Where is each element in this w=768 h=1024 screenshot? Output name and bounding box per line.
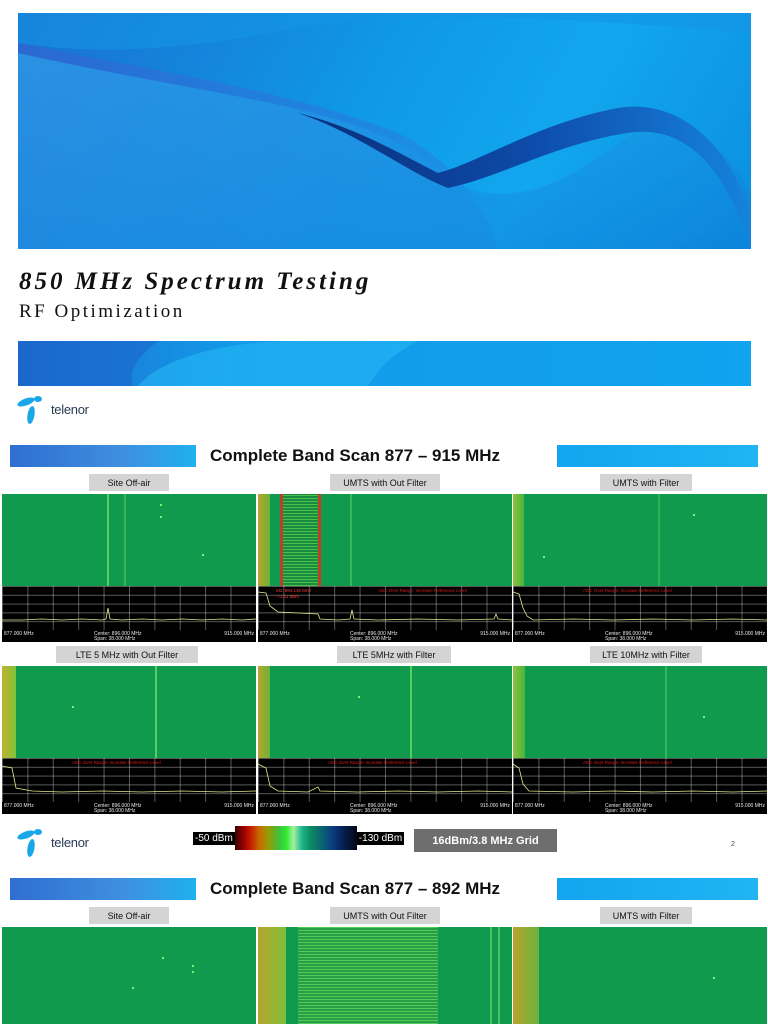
- slide-subtitle: RF Optimization: [19, 301, 185, 322]
- frequency-axis: 877.000 MHz Center: 896.000 MHz Span: 38…: [513, 802, 767, 814]
- panel-label: LTE 5MHz with Filter: [337, 646, 451, 663]
- panel-label: UMTS with Filter: [600, 907, 692, 924]
- section-bar-right: [557, 878, 758, 900]
- telenor-propeller-icon: [17, 396, 42, 424]
- waterfall-display: [258, 666, 512, 758]
- waterfall-display: [513, 666, 767, 758]
- scale-high-label: -50 dBm: [193, 831, 235, 845]
- frequency-axis: 877.000 MHz Center: 896.000 MHz Span: 38…: [258, 630, 512, 642]
- color-scale-legend: -50 dBm -130 dBm: [193, 826, 405, 850]
- logo-wordmark: telenor: [51, 834, 89, 850]
- spectrum-panel-umts-out-filter: [258, 927, 512, 1024]
- frequency-axis: 877.000 MHz Center: 896.000 MHz Span: 38…: [258, 802, 512, 814]
- spectrum-panel-site-off-air: [2, 927, 256, 1024]
- adc-warning: ADC Over Range: Increase Reference Level: [72, 760, 161, 765]
- section-bar-left: [10, 445, 196, 467]
- panel-label: LTE 5 MHz with Out Filter: [56, 646, 198, 663]
- scale-low-label: -130 dBm: [356, 831, 405, 845]
- spectrum-panel-lte5-out-filter: ADC Over Range: Increase Reference Level…: [2, 666, 256, 814]
- spectrum-trace: ADC Over Range: Increase Reference Level: [513, 586, 767, 630]
- telenor-propeller-icon: [17, 829, 42, 857]
- logo-wordmark: telenor: [51, 401, 89, 417]
- page-number: 2: [731, 841, 735, 848]
- grid-note-badge: 16dBm/3.8 MHz Grid: [414, 829, 557, 852]
- color-gradient-bar: [234, 826, 357, 850]
- waterfall-display: [258, 927, 512, 1024]
- spectrum-trace: ADC Over Range: Increase Reference Level: [258, 758, 512, 802]
- waterfall-display: [2, 494, 256, 586]
- spectrum-panel-lte10-filter: ADC Over Range: Increase Reference Level…: [513, 666, 767, 814]
- spectrum-panel-site-off-air: 877.000 MHz Center: 896.000 MHz Span: 38…: [2, 494, 256, 642]
- spectrum-trace: [2, 586, 256, 630]
- waterfall-display: [2, 666, 256, 758]
- frequency-axis: 877.000 MHz Center: 896.000 MHz Span: 38…: [513, 630, 767, 642]
- marker-readout: M1: 894.130 MHz -71.11 dBm: [276, 588, 312, 599]
- waterfall-display: [2, 927, 256, 1024]
- telenor-logo: telenor: [14, 393, 89, 425]
- frequency-axis: 877.000 MHz Center: 896.000 MHz Span: 38…: [2, 802, 256, 814]
- spectrum-panel-umts-filter: ADC Over Range: Increase Reference Level…: [513, 494, 767, 642]
- title-hero-graphic: [18, 13, 751, 249]
- panel-label: Site Off-air: [89, 474, 169, 491]
- spectrum-panel-umts-filter: [513, 927, 767, 1024]
- telenor-logo: telenor: [14, 826, 89, 858]
- section-heading: Complete Band Scan 877 – 915 MHz: [210, 446, 501, 465]
- spectrum-trace: ADC Over Range: Increase Reference Level: [513, 758, 767, 802]
- slide-title: 850 MHz Spectrum Testing: [19, 268, 372, 295]
- frequency-axis: 877.000 MHz Center: 896.000 MHz Span: 38…: [2, 630, 256, 642]
- spectrum-trace: M1: 894.130 MHz -71.11 dBm ADC Over Rang…: [258, 586, 512, 630]
- waterfall-display: [513, 494, 767, 586]
- title-footer-band: [18, 341, 751, 386]
- adc-warning: ADC Over Range: Increase Reference Level: [583, 760, 672, 765]
- waterfall-display: [258, 494, 512, 586]
- spectrum-panel-lte5-filter: ADC Over Range: Increase Reference Level…: [258, 666, 512, 814]
- section-bar-right: [557, 445, 758, 467]
- panel-label: LTE 10MHz with Filter: [590, 646, 702, 663]
- adc-warning: ADC Over Range: Increase Reference Level: [378, 588, 467, 593]
- spectrum-trace: ADC Over Range: Increase Reference Level: [2, 758, 256, 802]
- panel-label: Site Off-air: [89, 907, 169, 924]
- adc-warning: ADC Over Range: Increase Reference Level: [328, 760, 417, 765]
- panel-label: UMTS with Out Filter: [330, 907, 440, 924]
- panel-label: UMTS with Filter: [600, 474, 692, 491]
- spectrum-panel-umts-out-filter: M1: 894.130 MHz -71.11 dBm ADC Over Rang…: [258, 494, 512, 642]
- section-heading: Complete Band Scan 877 – 892 MHz: [210, 879, 501, 898]
- waterfall-display: [513, 927, 767, 1024]
- section-bar-left: [10, 878, 196, 900]
- panel-label: UMTS with Out Filter: [330, 474, 440, 491]
- adc-warning: ADC Over Range: Increase Reference Level: [583, 588, 672, 593]
